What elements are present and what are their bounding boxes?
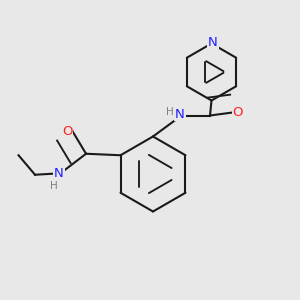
Text: N: N [208,35,218,49]
Text: H: H [166,107,174,117]
Text: O: O [62,125,72,138]
Text: N: N [54,167,64,180]
Text: N: N [175,107,185,121]
Text: H: H [50,181,58,191]
Text: O: O [233,106,243,119]
